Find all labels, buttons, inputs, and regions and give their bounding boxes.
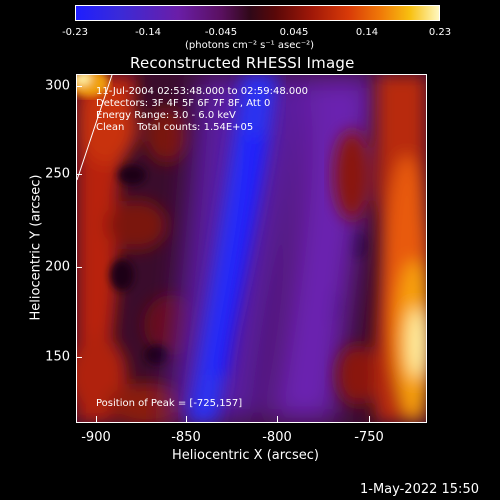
x-tick-mark [96, 416, 97, 422]
solar-limb-line [77, 75, 113, 181]
x-tick: -850 [171, 430, 201, 445]
colorbar-tick: 0.23 [428, 27, 452, 38]
colorbar-units: (photons cm⁻² s⁻¹ asec⁻²) [185, 40, 315, 51]
y-tick-mark [76, 357, 82, 358]
colorbar-tick: -0.14 [135, 27, 161, 38]
y-tick: 300 [45, 78, 70, 94]
x-tick: -900 [81, 430, 111, 445]
x-tick-mark [277, 416, 278, 422]
detectors-label: Detectors: 3F 4F 5F 6F 7F 8F, Att 0 [96, 98, 271, 109]
x-tick-mark [186, 416, 187, 422]
energy-range-label: Energy Range: 3.0 - 6.0 keV [96, 110, 236, 121]
y-tick-mark [76, 174, 82, 175]
x-axis-label: Heliocentric X (arcsec) [172, 448, 319, 463]
timestamp: 1-May-2022 15:50 [360, 482, 479, 497]
rhessi-image-raster [77, 75, 426, 422]
y-axis-label: Heliocentric Y (arcsec) [28, 174, 44, 321]
y-tick-mark [76, 267, 82, 268]
x-tick: -800 [262, 430, 292, 445]
colorbar-tick: 0.045 [279, 27, 309, 38]
y-tick: 250 [45, 166, 70, 182]
colorbar-tick: -0.045 [204, 27, 238, 38]
peak-position-label: Position of Peak = [-725,157] [96, 398, 243, 409]
x-tick: -750 [354, 430, 384, 445]
x-tick-mark [369, 416, 370, 422]
image-title: Reconstructed RHESSI Image [130, 54, 355, 72]
colorbar-tick: 0.14 [355, 27, 379, 38]
time-range-label: 11-Jul-2004 02:53:48.000 to 02:59:48.000 [96, 86, 308, 97]
y-tick-mark [76, 86, 82, 87]
y-tick: 200 [45, 259, 70, 275]
counts-label: Clean Total counts: 1.54E+05 [96, 122, 254, 133]
y-tick: 150 [45, 349, 70, 365]
colorbar-tick: -0.23 [62, 27, 88, 38]
colorbar [75, 5, 440, 21]
rhessi-image [76, 74, 427, 423]
